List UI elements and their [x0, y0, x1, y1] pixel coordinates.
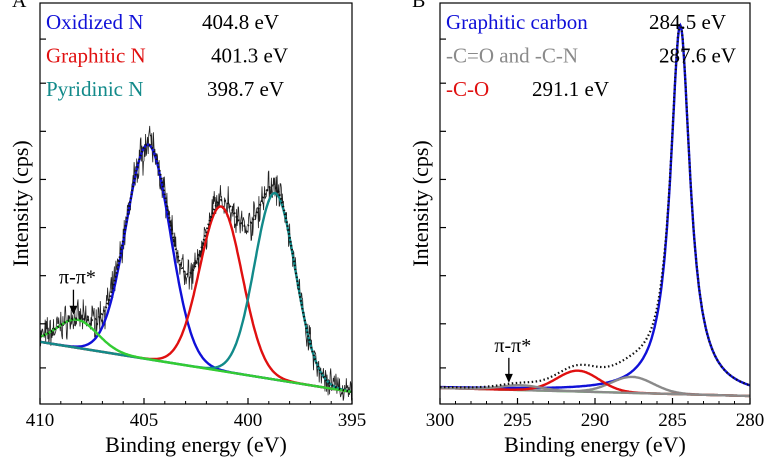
plot-area [40, 125, 352, 401]
peak-line-graphitic-n [40, 205, 352, 394]
pi-pi-peak-line [40, 318, 352, 394]
x-tick-label: 300 [426, 410, 455, 431]
panel-label: A [12, 0, 27, 12]
legend-entry-name: Oxidized N [46, 10, 143, 34]
legend-entry-name: -C=O and -C-N [446, 44, 578, 68]
legend-entry-name: -C-O [446, 77, 489, 101]
x-axis-label: Binding energy (eV) [504, 432, 686, 457]
pi-pi-annotation-label: π-π* [494, 335, 531, 357]
x-tick-label: 285 [658, 410, 687, 431]
x-tick-label: 290 [581, 410, 610, 431]
legend-entry-value: 404.8 eV [202, 10, 279, 34]
x-axis-label: Binding energy (eV) [105, 432, 287, 457]
pi-pi-arrow-head [69, 305, 78, 315]
fitted-envelope-line [40, 143, 352, 393]
plot-area [440, 22, 750, 398]
x-tick-label: 405 [130, 410, 159, 431]
pi-pi-annotation-label: π-π* [59, 267, 96, 289]
x-tick-label: 280 [736, 410, 765, 431]
legend-entry-value: 398.7 eV [207, 77, 284, 101]
y-axis-label: Intensity (cps) [8, 140, 33, 266]
panel-label: B [412, 0, 425, 12]
x-tick-label: 400 [234, 410, 263, 431]
x-tick-label: 395 [338, 410, 367, 431]
pi-pi-peak-line [440, 384, 750, 398]
legend-entry-name: Pyridinic N [46, 77, 143, 101]
legend-entry-value: 291.1 eV [532, 77, 609, 101]
panel-a: 410 405 400 395 Binding energy (eV) Intensity… [8, 0, 366, 457]
legend-entry-value: 401.3 eV [211, 44, 288, 68]
y-axis-label: Intensity (cps) [408, 140, 433, 266]
legend-entry-value: 284.5 eV [649, 10, 726, 34]
legend-entry-name: Graphitic carbon [446, 10, 588, 34]
x-tick-label: 410 [26, 410, 55, 431]
plot-frame [39, 2, 353, 405]
legend-entry-name: Graphitic N [46, 44, 146, 68]
raw-data-line [40, 125, 352, 401]
panel-b: 300 295 290 285 280 Binding energy (eV) Intens… [408, 0, 764, 457]
peak-line-pyridinic-n [40, 191, 352, 393]
legend-entry-value: 287.6 eV [659, 44, 736, 68]
x-tick-label: 295 [503, 410, 532, 431]
pi-pi-arrow-head [504, 373, 513, 383]
